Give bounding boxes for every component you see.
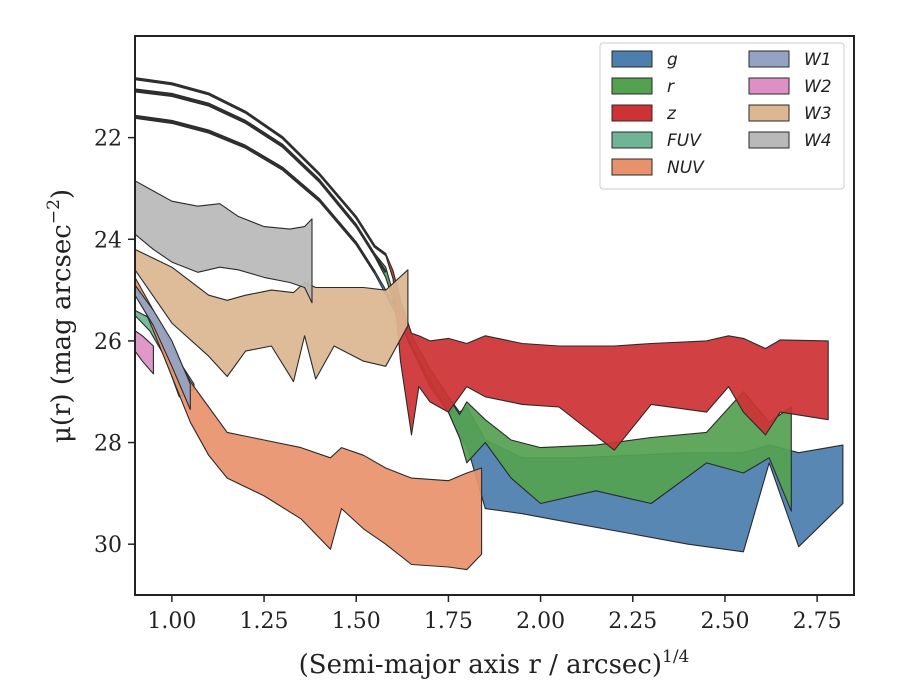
legend-swatch-g (611, 50, 653, 68)
x-tick-label: 1.00 (147, 609, 196, 634)
legend-label-W4: W4 (804, 131, 832, 151)
y-tick-label: 28 (94, 432, 122, 457)
x-tick-label: 1.25 (240, 609, 289, 634)
legend-label-z: z (666, 104, 677, 124)
legend-label-NUV: NUV (667, 158, 705, 178)
legend-entries: grz FUV NUV W1 W2 W3 W4 (611, 50, 832, 178)
legend-swatch-W4 (748, 131, 790, 149)
profile-line-z (135, 77, 387, 256)
legend-label-FUV: FUV (667, 131, 702, 151)
legend: grz FUV NUV W1 W2 W3 W4 (599, 42, 845, 190)
y-tick-label: 22 (94, 127, 122, 152)
legend-swatch-FUV (611, 131, 653, 149)
x-tick-label: 2.25 (608, 609, 657, 634)
profile-line-g (135, 115, 376, 273)
y-axis-label: μ(r) (mag arcsec−2) (44, 189, 77, 443)
x-tick-label: 1.75 (424, 609, 473, 634)
legend-label-W1: W1 (804, 50, 832, 70)
band-W4 (135, 180, 313, 304)
legend-swatch-z (611, 104, 653, 122)
legend-label-W2: W2 (804, 77, 832, 97)
legend-label-W3: W3 (804, 104, 832, 124)
y-axis-label-exponent: −2 (44, 199, 64, 224)
band-NUV (135, 276, 483, 571)
legend-swatch-NUV (611, 158, 653, 176)
legend-swatch-r (611, 77, 653, 95)
series-layer (135, 77, 844, 571)
legend-swatch-W1 (748, 50, 790, 68)
x-axis-ticks: 1.00 1.25 1.50 1.75 2.00 2.25 2.50 2.75 (147, 595, 842, 634)
legend-swatch-W3 (748, 104, 790, 122)
y-tick-label: 30 (94, 533, 122, 558)
band-W2 (135, 330, 154, 375)
x-axis-label: (Semi-major axis r / arcsec)1/4 (299, 647, 690, 680)
legend-label-g: g (667, 50, 678, 70)
x-tick-label: 1.50 (332, 609, 381, 634)
plot-frame (134, 35, 855, 596)
band-W3 (135, 248, 409, 383)
band-W1 (135, 284, 191, 411)
legend-label-r: r (667, 77, 675, 97)
x-tick-label: 2.50 (700, 609, 749, 634)
y-axis-label-tail: ) (47, 189, 77, 199)
band-z (135, 77, 829, 451)
legend-swatch-W2 (748, 77, 790, 95)
y-tick-label: 26 (94, 330, 122, 355)
x-tick-label: 2.75 (793, 609, 842, 634)
y-axis-ticks: 22 24 26 28 30 (94, 127, 135, 558)
profile-line-r (135, 89, 387, 273)
x-axis-label-exponent: 1/4 (662, 647, 689, 667)
y-tick-label: 24 (94, 228, 122, 253)
x-tick-label: 2.00 (516, 609, 565, 634)
